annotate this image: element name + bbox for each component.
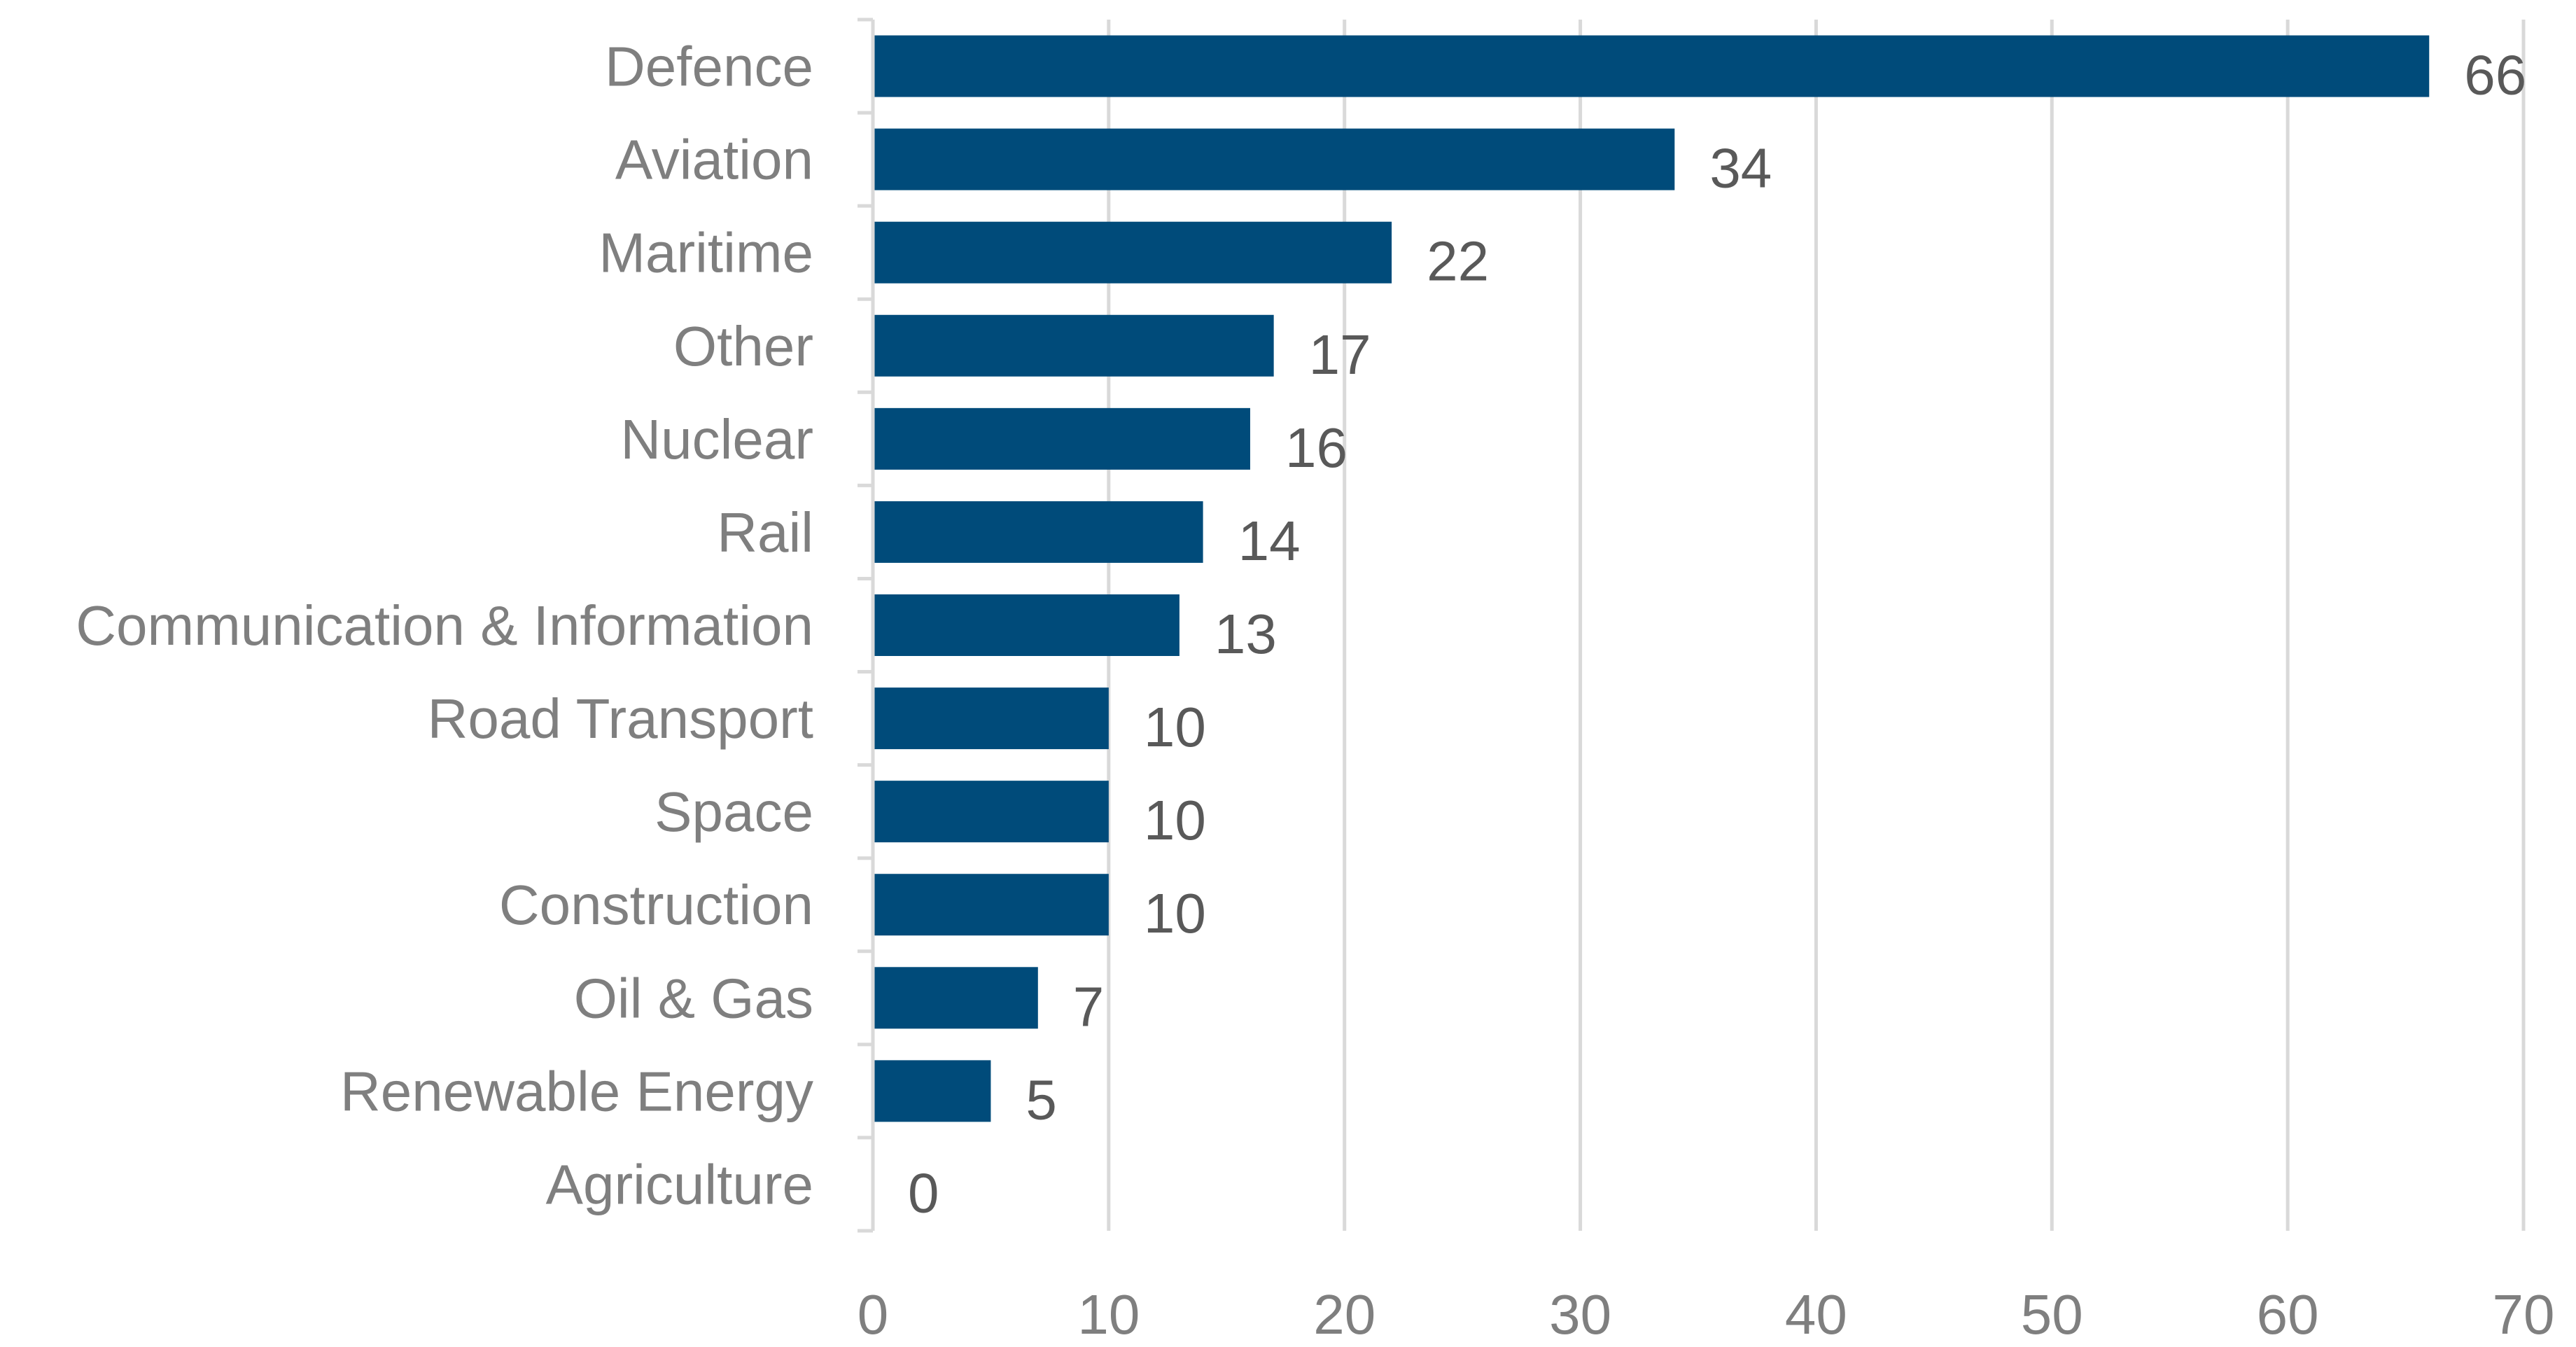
data-label-rail: 14 — [1238, 510, 1301, 572]
category-label-aviation: Aviation — [615, 129, 813, 191]
bar-oil-gas — [873, 967, 1038, 1029]
category-label-nuclear: Nuclear — [620, 408, 813, 470]
category-label-road-transport: Road Transport — [428, 688, 813, 750]
category-label-rail: Rail — [717, 501, 813, 564]
bar-other — [873, 314, 1274, 377]
x-tick-label-60: 60 — [2257, 1283, 2319, 1346]
bar-aviation — [873, 128, 1675, 190]
x-tick-label-10: 10 — [1077, 1283, 1140, 1346]
bar-construction — [873, 874, 1109, 936]
x-tick-label-50: 50 — [2021, 1283, 2083, 1346]
category-label-agriculture: Agriculture — [546, 1153, 813, 1215]
data-label-road-transport: 10 — [1144, 696, 1206, 758]
data-label-communication-information: 13 — [1214, 603, 1277, 665]
axes — [858, 18, 875, 1233]
data-label-defence: 66 — [2464, 44, 2526, 106]
data-label-other: 17 — [1309, 323, 1371, 386]
bars — [873, 35, 2430, 1122]
category-label-defence: Defence — [605, 36, 813, 98]
bar-defence — [873, 35, 2430, 97]
bar-nuclear — [873, 407, 1250, 470]
category-label-communication-information: Communication & Information — [76, 594, 813, 657]
data-label-nuclear: 16 — [1285, 417, 1348, 479]
data-label-agriculture: 0 — [908, 1161, 939, 1224]
data-label-space: 10 — [1144, 789, 1206, 851]
x-tick-label-40: 40 — [1785, 1283, 1847, 1346]
x-tick-label-30: 30 — [1549, 1283, 1611, 1346]
bar-rail — [873, 501, 1203, 563]
bar-road-transport — [873, 688, 1109, 750]
x-tick-label-20: 20 — [1313, 1283, 1376, 1346]
x-tick-label-0: 0 — [858, 1283, 889, 1346]
category-label-maritime: Maritime — [598, 222, 813, 284]
category-label-construction: Construction — [499, 874, 813, 936]
category-label-renewable-energy: Renewable Energy — [340, 1060, 813, 1122]
data-label-maritime: 22 — [1427, 230, 1489, 293]
bar-maritime — [873, 221, 1392, 284]
category-label-oil-gas: Oil & Gas — [574, 967, 813, 1029]
data-label-aviation: 34 — [1709, 137, 1772, 200]
bar-communication-information — [873, 594, 1180, 656]
data-label-construction: 10 — [1144, 882, 1206, 944]
data-label-renewable-energy: 5 — [1026, 1068, 1057, 1131]
x-tick-label-70: 70 — [2493, 1283, 2555, 1346]
data-label-oil-gas: 7 — [1073, 975, 1105, 1038]
bar-space — [873, 781, 1109, 843]
gridlines — [1107, 20, 2526, 1231]
category-label-other: Other — [673, 315, 813, 377]
category-label-space: Space — [654, 781, 813, 843]
bar-renewable-energy — [873, 1060, 991, 1122]
